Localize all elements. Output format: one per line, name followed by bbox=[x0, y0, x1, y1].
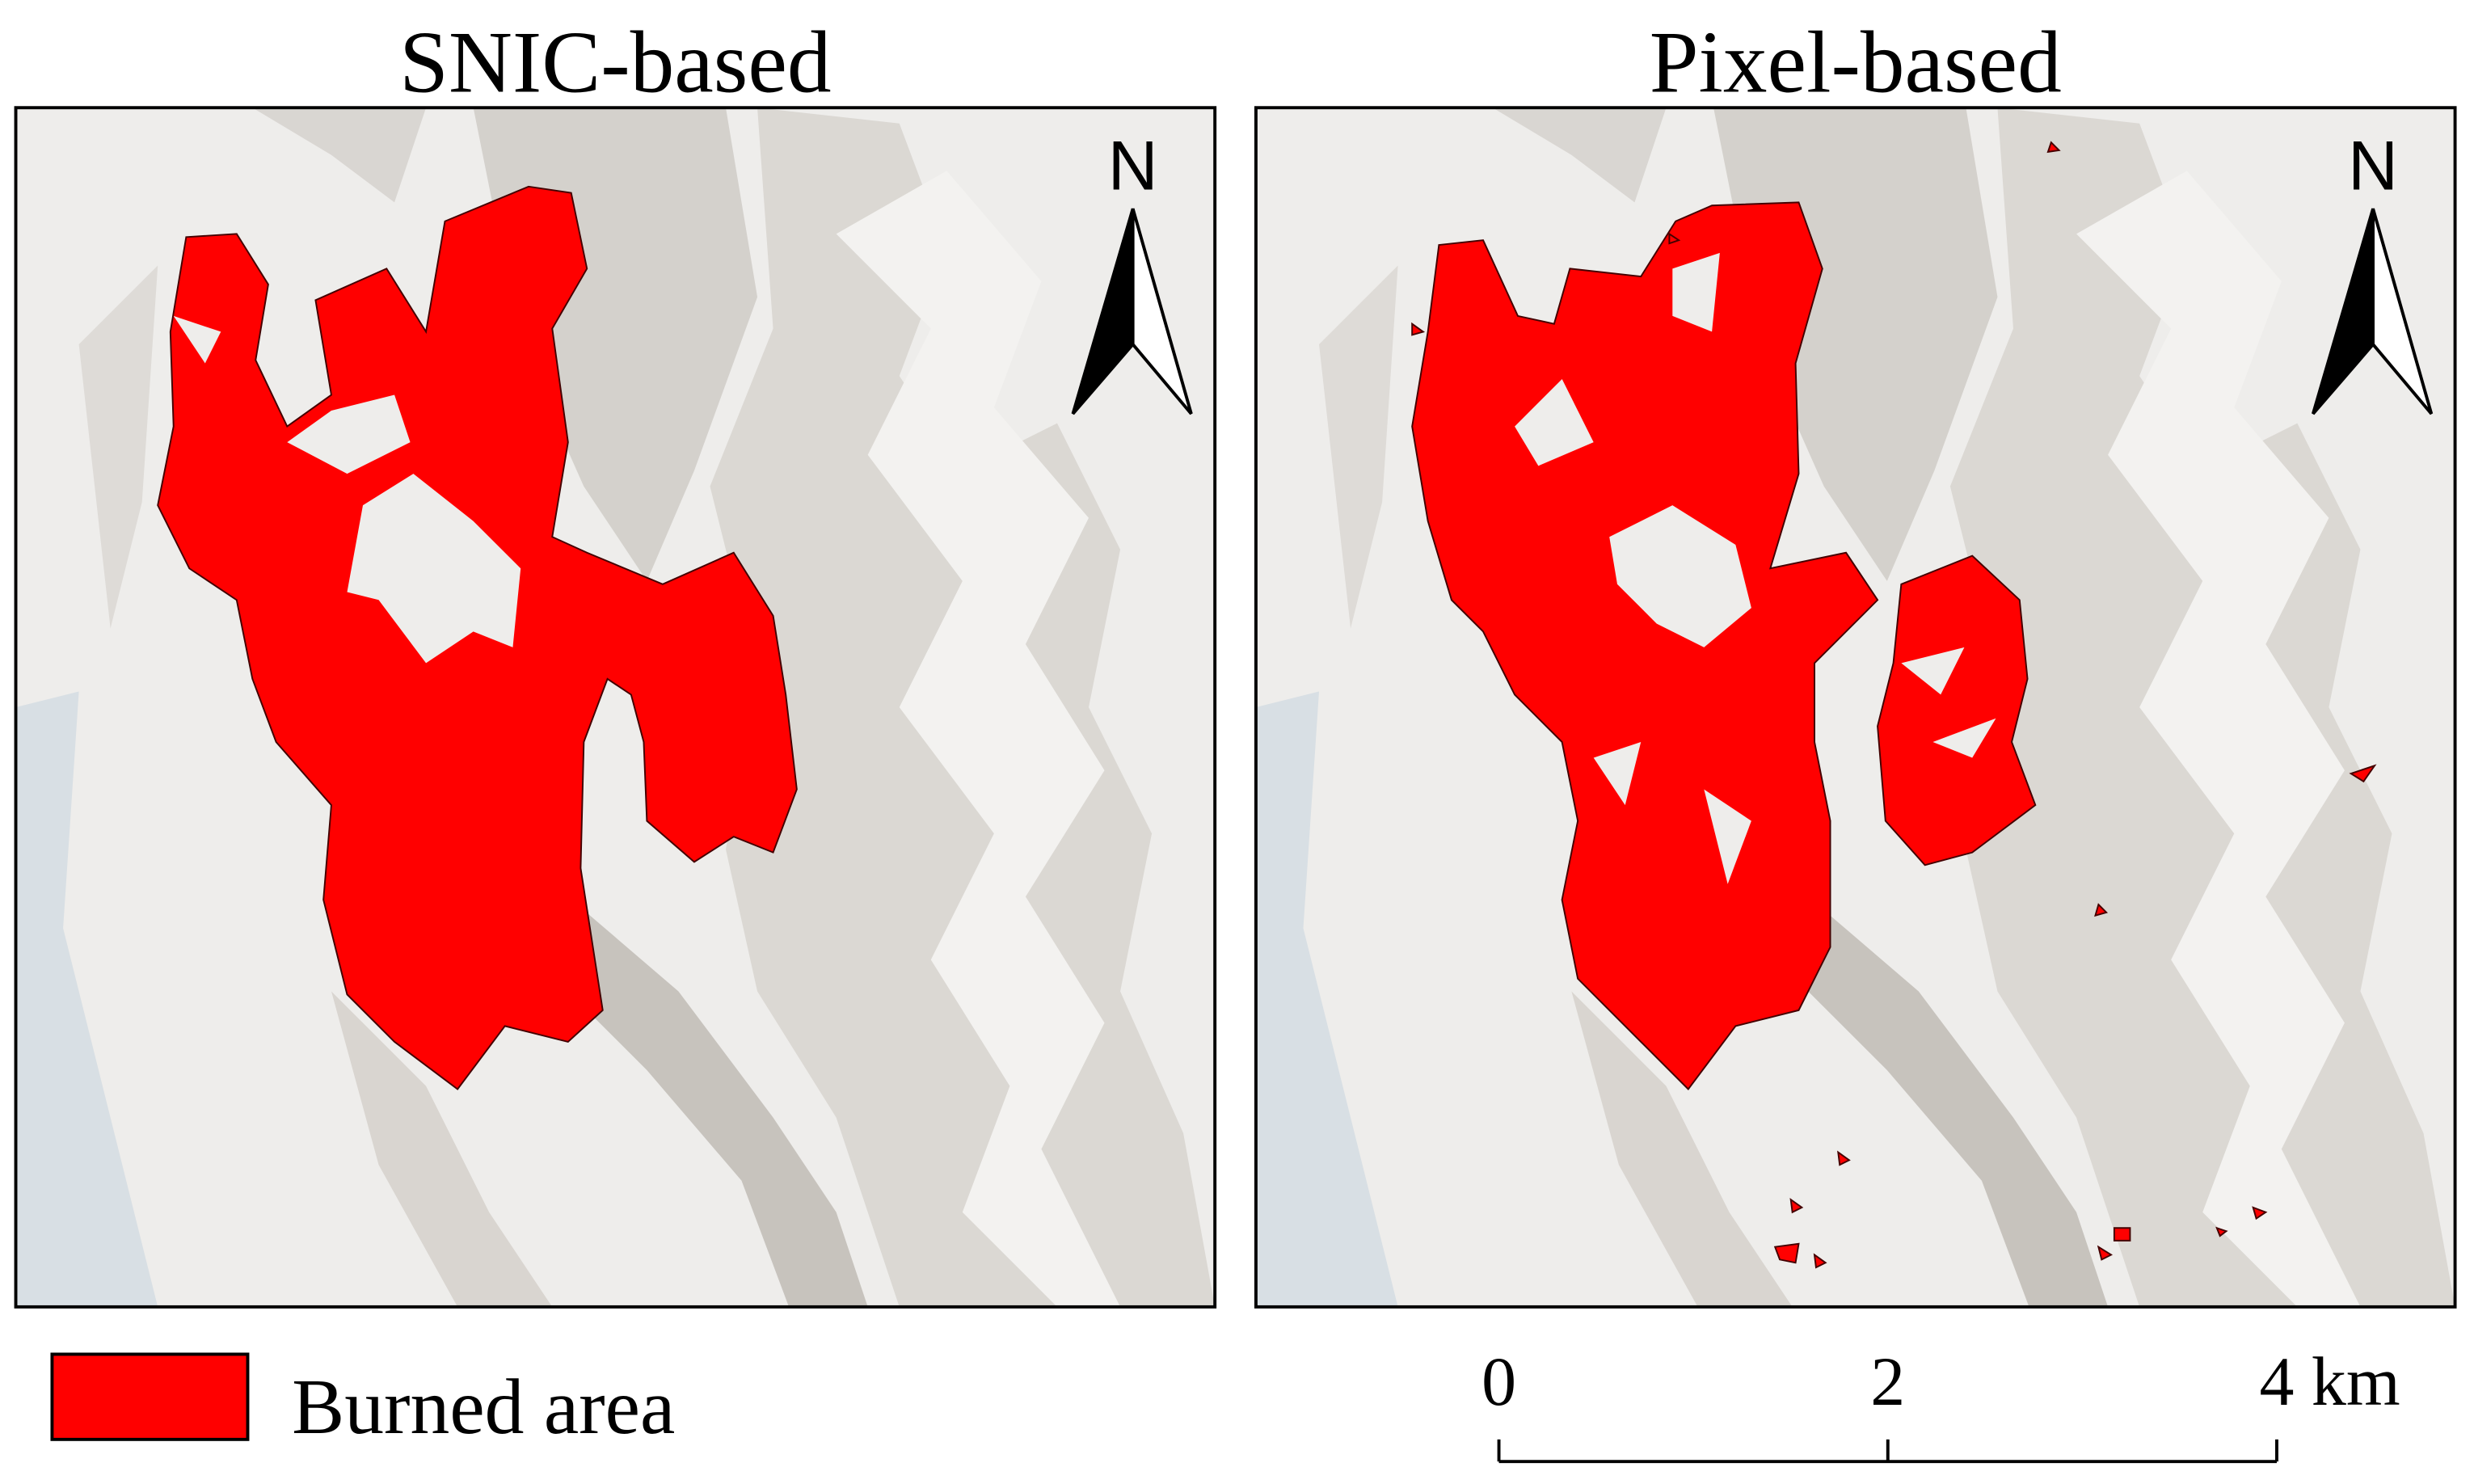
scale-label: 2 bbox=[1870, 1343, 1905, 1420]
panel-title: SNIC-based bbox=[399, 14, 831, 112]
map-panel: N bbox=[15, 108, 1216, 1307]
north-label: N bbox=[2348, 128, 2398, 205]
map-panel: N bbox=[1255, 108, 2455, 1307]
panel-frame bbox=[1254, 106, 2457, 1309]
panel-frame bbox=[14, 106, 1217, 1309]
burned-area bbox=[157, 185, 798, 1090]
north-label: N bbox=[1108, 128, 1158, 205]
scale-bar: 0 2 4 km bbox=[1481, 1343, 2400, 1464]
legend-label: Burned area bbox=[292, 1364, 675, 1451]
burned-area bbox=[1877, 554, 2037, 866]
legend-swatch bbox=[50, 1352, 250, 1441]
panel-title: Pixel-based bbox=[1650, 14, 2062, 112]
scale-label: 0 bbox=[1481, 1343, 1516, 1420]
scale-label: 4 bbox=[2260, 1343, 2295, 1420]
scale-unit: km bbox=[2312, 1343, 2400, 1420]
